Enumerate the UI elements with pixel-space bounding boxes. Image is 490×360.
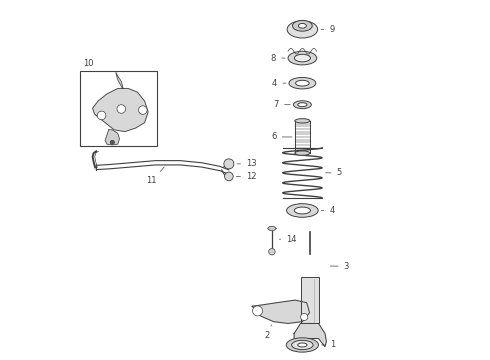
Ellipse shape — [286, 338, 318, 352]
Ellipse shape — [298, 103, 307, 107]
Circle shape — [224, 159, 234, 169]
Ellipse shape — [287, 204, 318, 217]
Circle shape — [224, 172, 233, 181]
Polygon shape — [268, 226, 276, 230]
Ellipse shape — [287, 21, 318, 38]
Polygon shape — [93, 89, 148, 132]
Text: 3: 3 — [330, 262, 349, 271]
Ellipse shape — [295, 119, 310, 123]
Text: 9: 9 — [321, 25, 335, 34]
Text: 11: 11 — [147, 167, 164, 185]
Ellipse shape — [295, 80, 309, 86]
Circle shape — [300, 314, 308, 320]
Text: 1: 1 — [321, 341, 336, 350]
Polygon shape — [105, 130, 120, 145]
Text: 7: 7 — [274, 100, 290, 109]
Circle shape — [110, 140, 115, 144]
Circle shape — [269, 248, 275, 255]
Ellipse shape — [289, 77, 316, 89]
Text: 14: 14 — [279, 235, 297, 244]
Ellipse shape — [295, 151, 310, 155]
Text: 12: 12 — [236, 172, 257, 181]
Text: 10: 10 — [83, 59, 94, 68]
Polygon shape — [293, 323, 326, 347]
Bar — [80, 71, 157, 146]
Text: 2: 2 — [264, 325, 271, 340]
Text: 4: 4 — [321, 206, 335, 215]
Ellipse shape — [292, 340, 313, 350]
Circle shape — [97, 111, 106, 120]
Text: 5: 5 — [325, 168, 342, 177]
Text: 6: 6 — [271, 132, 292, 141]
Circle shape — [117, 105, 125, 113]
Text: 8: 8 — [271, 54, 285, 63]
Ellipse shape — [294, 101, 311, 109]
Ellipse shape — [294, 207, 311, 214]
Circle shape — [252, 306, 263, 316]
Text: 4: 4 — [272, 79, 286, 88]
Polygon shape — [116, 72, 123, 89]
Bar — [300, 277, 318, 323]
Ellipse shape — [298, 343, 307, 347]
Ellipse shape — [293, 21, 312, 31]
Ellipse shape — [288, 51, 317, 65]
Circle shape — [139, 106, 147, 114]
Ellipse shape — [298, 23, 306, 28]
Text: 13: 13 — [237, 159, 257, 168]
Polygon shape — [252, 300, 310, 323]
Ellipse shape — [294, 54, 311, 62]
